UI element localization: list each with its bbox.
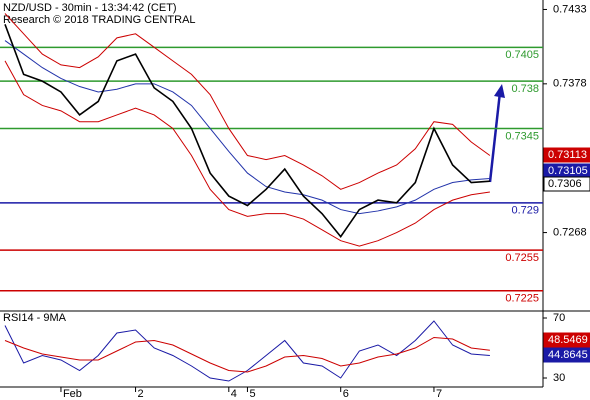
y-tick-label: 0.7378 [553, 78, 587, 90]
x-tick-label: 5 [249, 388, 255, 400]
y-tick-label: 0.7433 [553, 3, 587, 15]
series-line [4, 60, 490, 247]
last-value-box [543, 332, 590, 348]
rsi-title: RSI14 - 9MA [3, 312, 67, 324]
last-value-label: 44.8645 [548, 349, 588, 361]
forecast-arrow [488, 91, 502, 183]
y-tick-label: 0.7268 [553, 226, 587, 238]
series-line [4, 40, 490, 215]
x-tick-label: 6 [343, 388, 349, 400]
x-tick-label: 2 [138, 388, 144, 400]
y-tick-label: 70 [553, 312, 565, 324]
last-value-box [543, 347, 590, 363]
y-tick-label: 30 [553, 372, 565, 384]
series-line [4, 13, 491, 190]
last-value-label: 0.73113 [548, 149, 587, 161]
chart-title: NZD/USD - 30min - 13:34:42 (CET) [3, 2, 177, 14]
x-tick-label: 7 [436, 388, 442, 400]
x-tick-label: 4 [231, 388, 237, 400]
level-label: 0.7225 [505, 293, 539, 305]
level-label: 0.738 [511, 83, 539, 95]
chart-subtitle: Research © 2018 TRADING CENTRAL [3, 14, 196, 26]
x-tick-label: Feb [63, 388, 82, 400]
level-label: 0.7405 [505, 49, 539, 61]
last-value-box [543, 147, 590, 163]
level-label: 0.7255 [505, 252, 539, 264]
last-value-label: 0.7306 [548, 178, 582, 190]
series-line [4, 24, 490, 238]
series-line [4, 320, 490, 382]
last-value-label: 0.73105 [548, 165, 588, 177]
last-value-label: 48.5469 [548, 334, 588, 346]
forecast-arrowhead [494, 84, 505, 98]
level-label: 0.7345 [505, 130, 539, 142]
level-label: 0.729 [511, 205, 539, 217]
series-line [4, 336, 490, 373]
last-value-box [543, 176, 590, 192]
